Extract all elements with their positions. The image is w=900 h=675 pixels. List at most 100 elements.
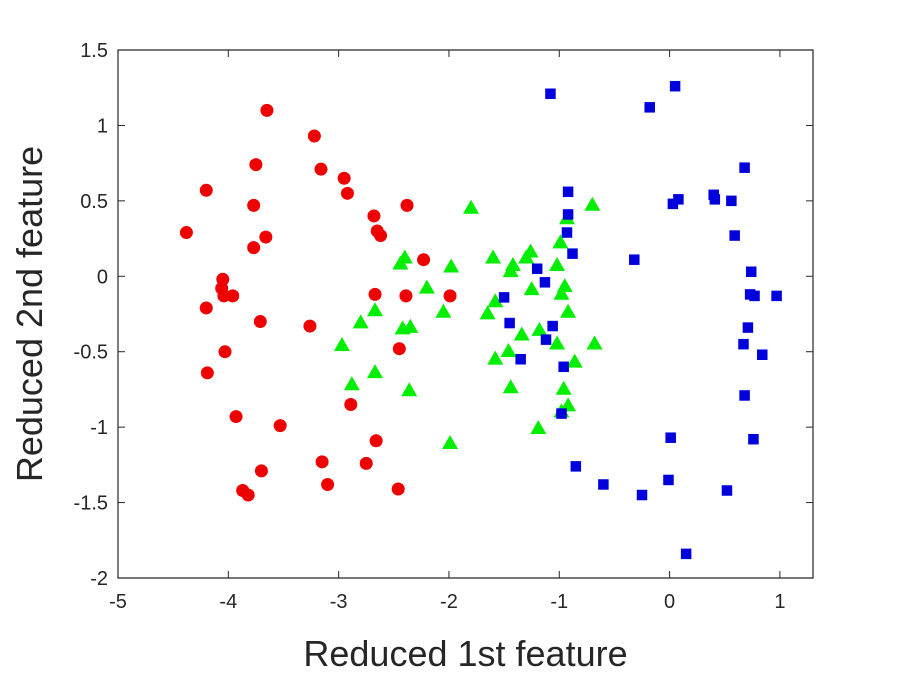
data-point-square bbox=[539, 277, 551, 288]
data-point-square bbox=[742, 322, 754, 333]
data-point-square bbox=[771, 290, 782, 302]
data-point-circle bbox=[226, 289, 240, 303]
data-point-triangle bbox=[502, 379, 519, 394]
data-point-circle bbox=[247, 198, 261, 212]
data-point-triangle bbox=[435, 303, 452, 318]
data-point-triangle bbox=[333, 337, 350, 351]
data-point-circle bbox=[367, 209, 381, 223]
data-point-circle bbox=[344, 398, 358, 412]
data-point-circle bbox=[247, 241, 261, 255]
data-point-triangle bbox=[402, 318, 419, 333]
data-point-square bbox=[667, 198, 679, 210]
plot-background bbox=[118, 50, 813, 578]
data-point-circle bbox=[391, 482, 405, 496]
data-point-triangle bbox=[367, 364, 384, 379]
y-tick-label: 1.5 bbox=[80, 40, 108, 62]
data-point-square bbox=[598, 479, 609, 490]
data-point-triangle bbox=[418, 279, 435, 294]
data-point-triangle bbox=[401, 382, 418, 397]
y-axis-title: Reduced 2nd feature bbox=[9, 146, 50, 482]
data-point-circle bbox=[241, 488, 255, 502]
data-point-square bbox=[556, 408, 567, 419]
data-markers bbox=[179, 80, 782, 560]
data-point-square bbox=[709, 194, 721, 205]
data-point-circle bbox=[229, 410, 243, 424]
data-point-square bbox=[680, 548, 692, 560]
data-point-circle bbox=[337, 171, 351, 185]
data-point-circle bbox=[399, 289, 413, 303]
data-point-square bbox=[738, 338, 749, 350]
x-tick-label: -1 bbox=[550, 591, 568, 613]
data-point-square bbox=[729, 230, 740, 241]
data-point-square bbox=[757, 349, 768, 360]
data-point-square bbox=[739, 162, 750, 173]
data-point-triangle bbox=[560, 303, 577, 318]
y-tick-label: -1 bbox=[90, 417, 108, 439]
y-tick-label: 0 bbox=[97, 266, 108, 288]
data-point-circle bbox=[400, 198, 414, 212]
data-point-circle bbox=[303, 319, 317, 333]
x-tick-label: 1 bbox=[774, 591, 785, 613]
x-tick-label: -4 bbox=[219, 591, 237, 613]
data-point-square bbox=[726, 195, 737, 207]
x-axis-title: Reduced 1st feature bbox=[303, 633, 627, 674]
data-point-circle bbox=[340, 186, 354, 200]
data-point-triangle bbox=[531, 321, 548, 336]
data-point-square bbox=[562, 186, 574, 198]
data-point-triangle bbox=[352, 314, 369, 329]
y-tick-label: -2 bbox=[90, 568, 108, 590]
x-tick-label: 0 bbox=[664, 591, 675, 613]
data-point-triangle bbox=[367, 302, 384, 317]
data-point-triangle bbox=[479, 305, 496, 320]
data-point-triangle bbox=[502, 263, 519, 278]
data-point-triangle bbox=[549, 335, 566, 350]
data-point-triangle bbox=[343, 376, 360, 391]
x-axis: -5 -4 -3 -2 -1 0 1 bbox=[109, 50, 785, 613]
data-point-square bbox=[636, 489, 648, 501]
data-point-triangle bbox=[553, 285, 570, 300]
data-point-square bbox=[739, 390, 750, 401]
data-point-circle bbox=[374, 229, 388, 243]
data-point-triangle bbox=[586, 335, 603, 350]
data-point-circle bbox=[368, 287, 382, 301]
data-point-circle bbox=[314, 162, 328, 176]
data-point-triangle bbox=[530, 419, 547, 434]
data-point-circle bbox=[218, 345, 232, 359]
data-point-circle bbox=[199, 183, 213, 197]
y-tick-label: 0.5 bbox=[80, 191, 108, 213]
y-axis: -2 -1.5 -1 -0.5 0 0.5 1 1.5 bbox=[74, 40, 813, 590]
data-point-triangle bbox=[463, 199, 480, 214]
data-point-triangle bbox=[443, 258, 460, 273]
data-point-circle bbox=[179, 226, 193, 240]
data-point-circle bbox=[359, 456, 373, 470]
data-point-circle bbox=[260, 103, 274, 117]
x-tick-label: -3 bbox=[330, 591, 348, 613]
data-point-triangle bbox=[566, 353, 583, 368]
data-point-square bbox=[721, 485, 733, 496]
plot-area bbox=[117, 49, 814, 579]
series-square bbox=[498, 80, 782, 560]
data-point-square bbox=[504, 317, 515, 329]
data-point-square bbox=[669, 80, 681, 92]
data-point-square bbox=[531, 263, 543, 274]
data-point-circle bbox=[443, 289, 457, 303]
data-point-triangle bbox=[518, 249, 535, 264]
data-point-square bbox=[540, 334, 552, 345]
data-point-triangle bbox=[487, 293, 504, 308]
x-tick-label: -5 bbox=[109, 591, 127, 613]
data-point-square bbox=[748, 433, 759, 445]
data-point-square bbox=[663, 474, 674, 486]
data-point-circle bbox=[249, 158, 263, 172]
data-point-square bbox=[545, 88, 556, 99]
data-point-square bbox=[673, 194, 684, 205]
series-circle bbox=[179, 103, 457, 502]
y-tick-label: -0.5 bbox=[74, 342, 108, 364]
data-point-square bbox=[749, 290, 760, 302]
data-point-square bbox=[562, 209, 574, 220]
data-point-triangle bbox=[555, 380, 572, 395]
data-point-square bbox=[558, 361, 569, 373]
data-point-triangle bbox=[552, 234, 569, 249]
data-point-circle bbox=[392, 342, 406, 356]
data-point-triangle bbox=[584, 196, 601, 211]
data-point-circle bbox=[369, 434, 383, 448]
